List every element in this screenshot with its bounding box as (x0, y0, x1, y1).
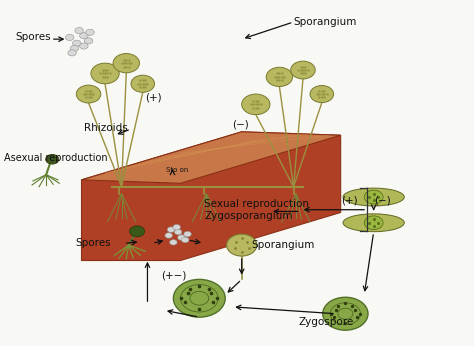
Ellipse shape (343, 214, 404, 232)
Circle shape (65, 34, 74, 40)
Text: Spores: Spores (16, 33, 51, 43)
Text: Asexual reproduction: Asexual reproduction (4, 153, 108, 163)
Text: Zygospore: Zygospore (298, 317, 354, 327)
Circle shape (266, 67, 292, 86)
Text: (+−): (+−) (162, 271, 187, 281)
Ellipse shape (343, 188, 404, 206)
Circle shape (73, 40, 81, 46)
Text: Spores: Spores (76, 238, 111, 248)
Circle shape (46, 154, 59, 164)
Circle shape (291, 61, 315, 79)
Circle shape (167, 227, 175, 233)
Text: Sporangium: Sporangium (251, 240, 315, 250)
Text: (−): (−) (232, 120, 249, 130)
Text: Sexual reproduction: Sexual reproduction (204, 199, 309, 209)
Circle shape (174, 229, 182, 235)
Text: Zygosporangium: Zygosporangium (204, 211, 292, 221)
Circle shape (173, 280, 225, 317)
Circle shape (129, 226, 145, 237)
Circle shape (184, 231, 191, 237)
Circle shape (113, 54, 139, 73)
Circle shape (84, 38, 93, 44)
Circle shape (242, 94, 270, 115)
Circle shape (173, 225, 181, 230)
Circle shape (165, 233, 173, 238)
Circle shape (68, 50, 76, 56)
Circle shape (182, 237, 189, 243)
Circle shape (170, 239, 177, 245)
Circle shape (227, 234, 257, 256)
Text: Sporangium: Sporangium (293, 17, 357, 27)
Text: Sto on: Sto on (166, 166, 189, 173)
Circle shape (178, 235, 185, 240)
Text: (+): (+) (145, 92, 162, 102)
Text: (+): (+) (341, 195, 357, 206)
Text: Rhizoids: Rhizoids (84, 124, 128, 133)
Circle shape (86, 29, 94, 35)
Circle shape (80, 33, 88, 39)
PathPatch shape (82, 132, 341, 183)
Circle shape (70, 45, 79, 52)
Circle shape (310, 85, 334, 103)
Circle shape (76, 85, 101, 103)
Circle shape (323, 297, 368, 330)
Text: (−): (−) (374, 195, 391, 206)
Circle shape (131, 75, 155, 92)
Circle shape (80, 43, 88, 49)
PathPatch shape (82, 132, 341, 261)
Circle shape (364, 190, 383, 204)
Circle shape (91, 63, 119, 84)
Circle shape (75, 27, 83, 34)
Circle shape (364, 216, 383, 230)
